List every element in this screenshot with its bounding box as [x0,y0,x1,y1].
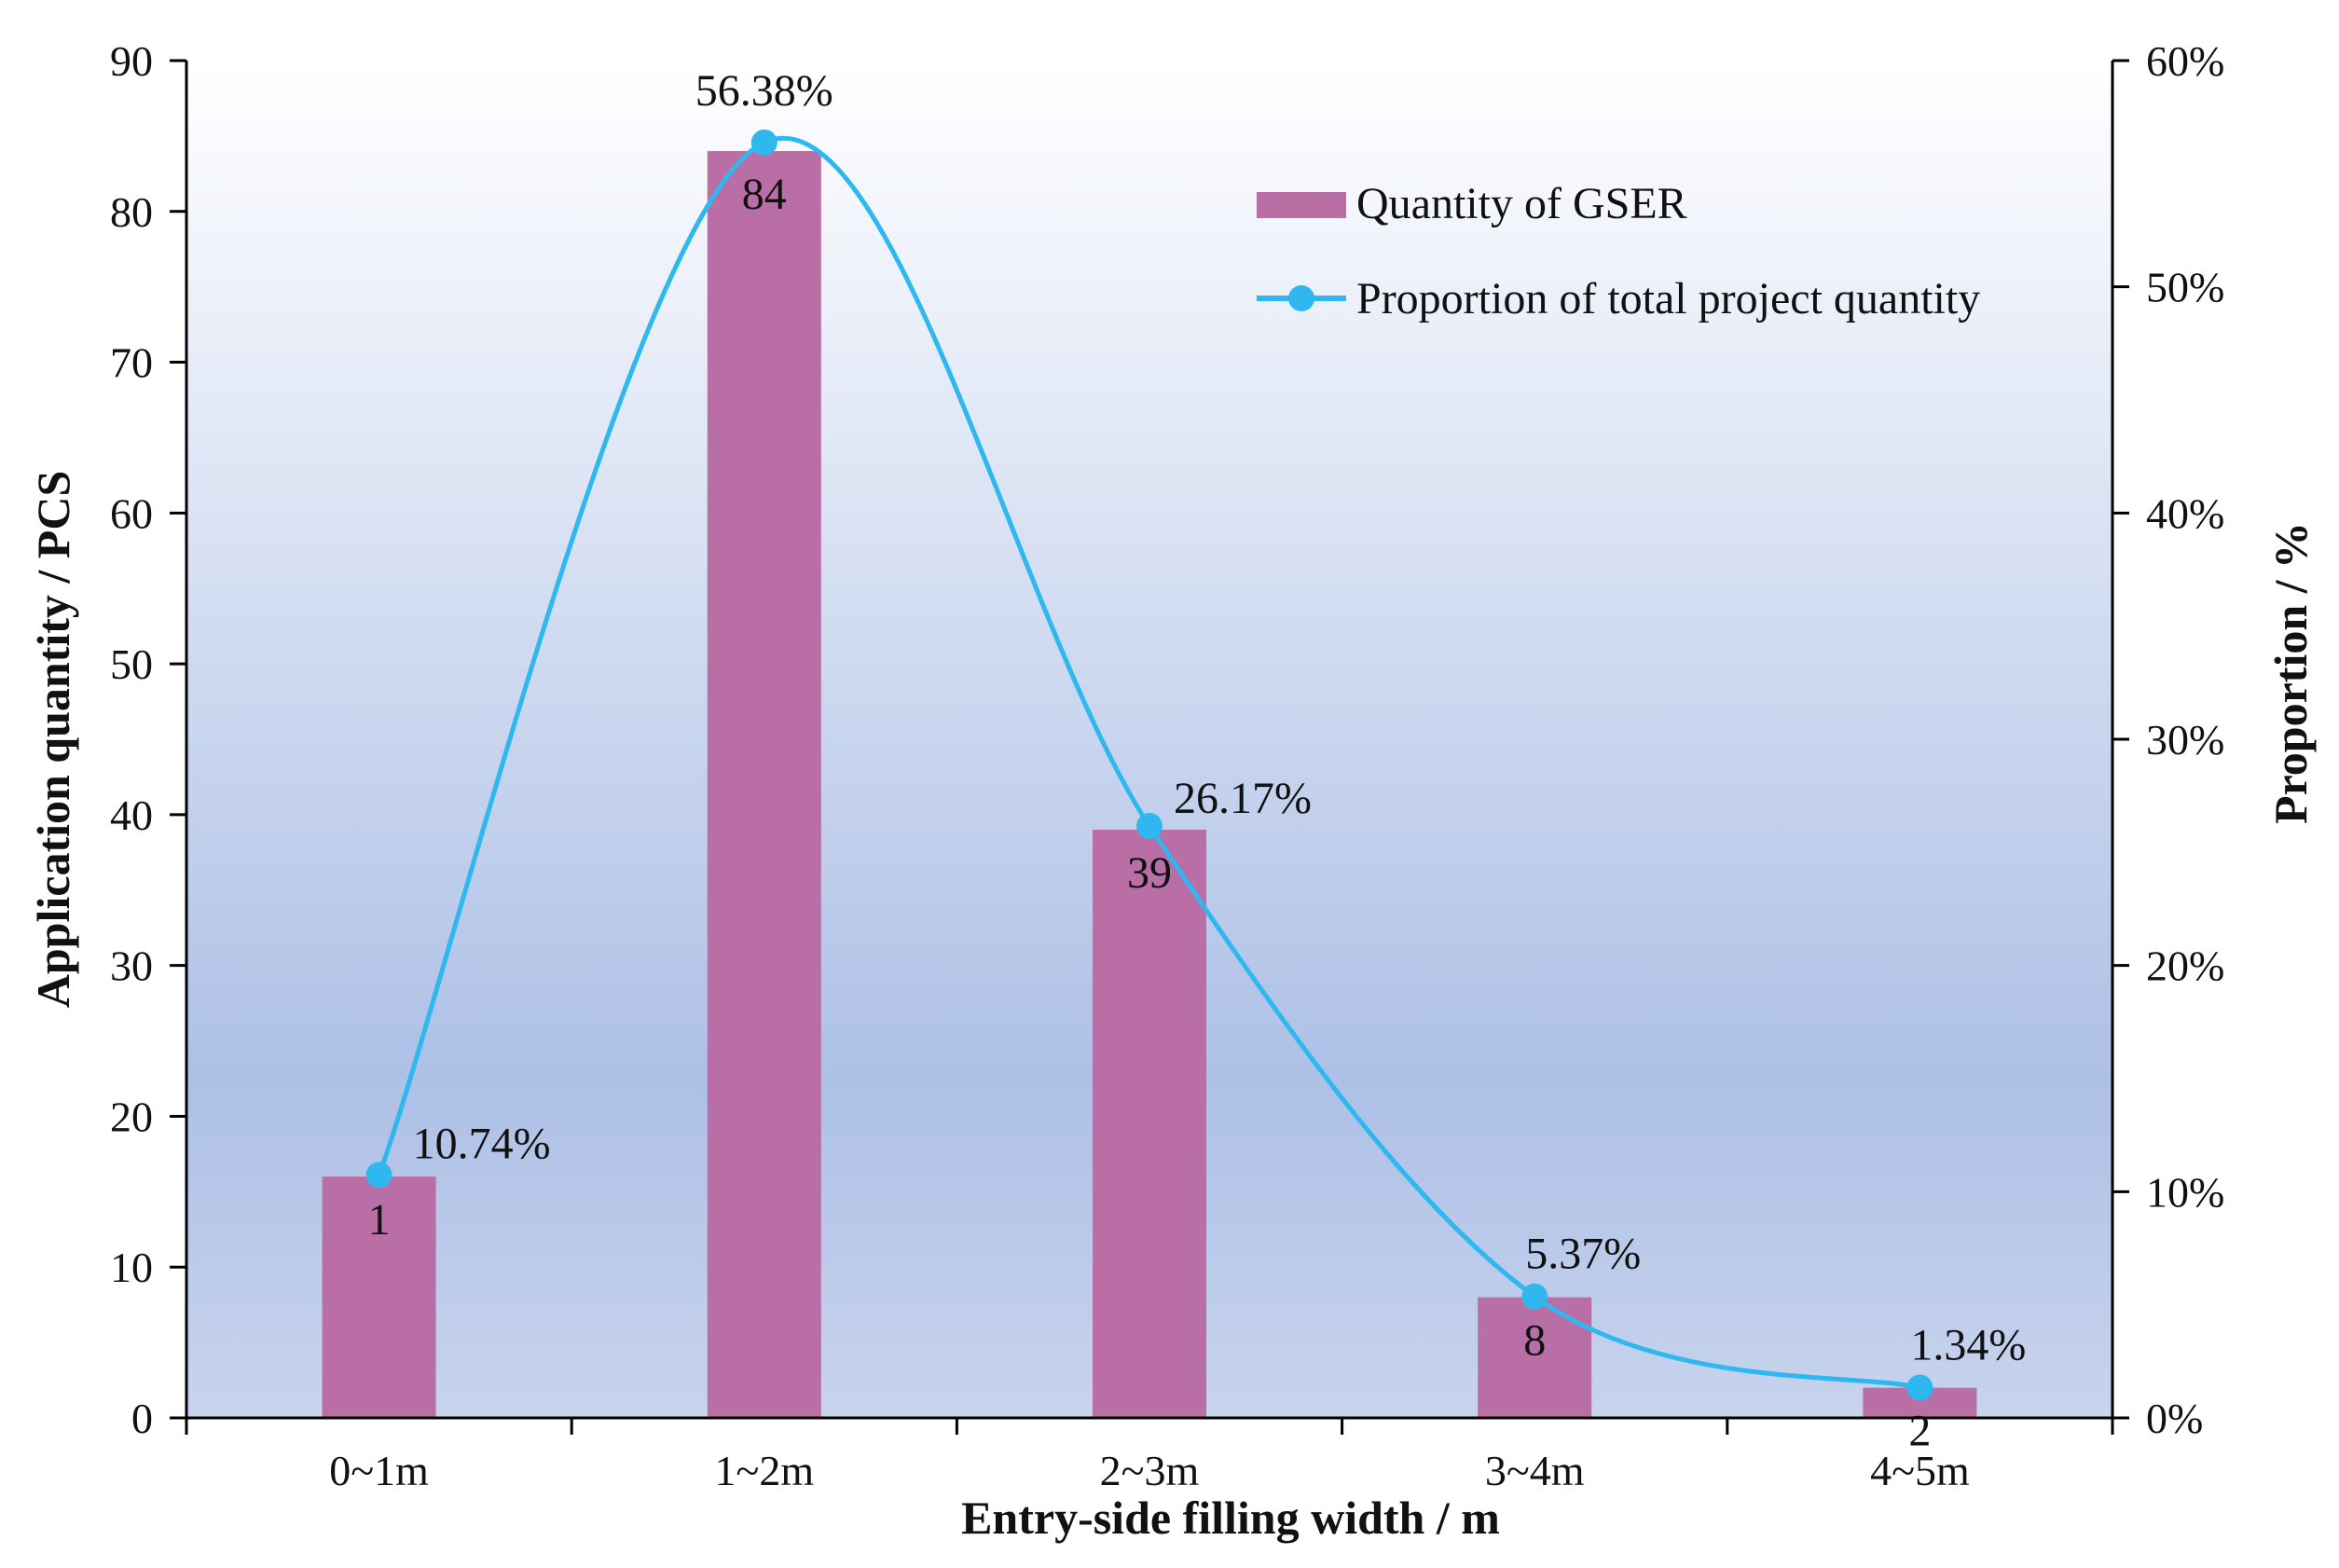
line-label-4~5m: 1.34% [1910,1320,2026,1369]
bar-3~4m [1478,1297,1592,1418]
y2-tick-label-4: 40% [2146,489,2224,537]
bar-0~1m [322,1176,436,1418]
y-tick-label-60: 60 [110,489,153,537]
y-tick-label-90: 90 [110,37,153,85]
y-tick-label-30: 30 [110,942,153,990]
y2-tick-label-2: 20% [2146,942,2224,990]
x-axis-title: Entry-side filling width / m [961,1492,1500,1544]
y-tick-label-40: 40 [110,791,153,839]
bar-label-2~3m: 39 [1127,848,1172,898]
x-tick-label-1~2m: 1~2m [714,1447,814,1494]
y-tick-label-50: 50 [110,640,153,688]
bar-labels: 1 84 39 8 2 [368,170,1932,1456]
line-label-1~2m: 56.38% [695,66,833,116]
y-tick-label-70: 70 [110,339,153,387]
legend-bar-label: Quantity of GSER [1356,179,1687,228]
axes: 0 10 20 30 40 50 60 70 80 90 0% 10% 20% 30% 40% 50% 60% 0… [110,37,2224,1494]
bar-series [322,151,1977,1419]
bar-label-3~4m: 8 [1523,1316,1546,1366]
y2-tick-label-5: 50% [2146,264,2224,311]
y2-tick-label-0: 0% [2146,1395,2203,1442]
y2-tick-label-1: 10% [2146,1168,2224,1216]
line-point-4~5m [1906,1374,1933,1401]
y2-tick-label-6: 60% [2146,37,2224,85]
y-axis-title: Application quantity / PCS [27,471,79,1009]
x-tick-label-0~1m: 0~1m [329,1447,429,1494]
line-label-0~1m: 10.74% [413,1119,551,1168]
y2-axis-title: Proportion / % [2264,522,2317,824]
line-label-2~3m: 26.17% [1174,774,1312,823]
bar-label-0~1m: 1 [368,1195,391,1245]
line-label-3~4m: 5.37% [1525,1230,1641,1279]
y2-tick-label-3: 30% [2146,716,2224,763]
legend: Quantity of GSER Proportion of total pro… [1257,179,1980,323]
proportion-line [377,136,1920,1390]
line-point-3~4m [1521,1283,1548,1310]
line-point-1~2m [750,129,777,156]
x-tick-label-3~4m: 3~4m [1485,1447,1585,1494]
y-tick-label-80: 80 [110,188,153,236]
y-tick-label-10: 10 [110,1244,153,1291]
bar-label-4~5m: 2 [1908,1407,1931,1456]
y-tick-label-0: 0 [131,1395,153,1442]
bar-2~3m [1093,830,1206,1418]
line-point-2~3m [1136,812,1163,839]
legend-line-label: Proportion of total project quantity [1356,274,1980,323]
bar-label-1~2m: 84 [742,170,787,219]
x-tick-label-2~3m: 2~3m [1100,1447,1200,1494]
x-tick-label-4~5m: 4~5m [1870,1447,1970,1494]
line-point-0~1m [365,1162,392,1189]
line-series: 10.74% 56.38% 26.17% 5.37% 1.34% [365,66,2026,1401]
y-tick-label-20: 20 [110,1093,153,1140]
legend-line-marker [1288,285,1314,311]
bar-1~2m [707,151,821,1419]
legend-bar-swatch [1257,192,1346,218]
